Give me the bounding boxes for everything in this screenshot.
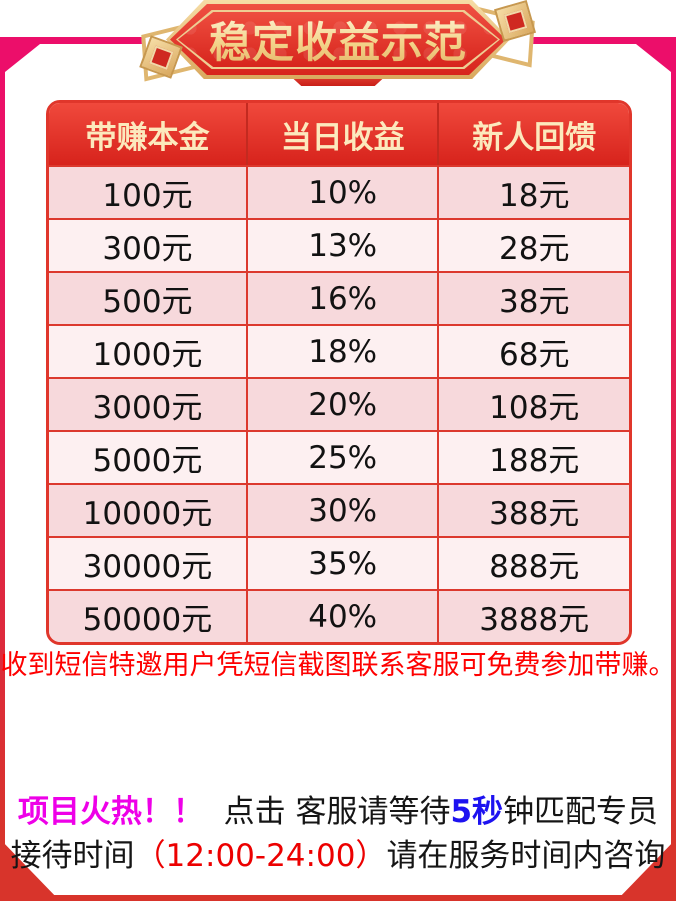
column-header: 当日收益	[245, 103, 438, 165]
footer-segment-blue: 5秒	[450, 794, 504, 830]
table-row: 5000元 25% 188元	[49, 430, 629, 483]
table-cell: 18元	[437, 165, 629, 218]
table-row: 3000元 20% 108元	[49, 377, 629, 430]
frame-corner-top-right	[636, 44, 676, 76]
table-cell: 300元	[49, 218, 246, 271]
footer-segment-black: 请在服务时间内咨询	[386, 838, 666, 874]
banner: 稳定收益示范	[139, 0, 537, 96]
footer-line-2: 接待时间（12:00-24:00）请在服务时间内咨询	[0, 834, 676, 878]
table-cell: 40%	[245, 589, 438, 642]
notice-text: 收到短信特邀用户凭短信截图联系客服可免费参加带赚。	[0, 650, 676, 681]
banner-plaque: 稳定收益示范	[166, 0, 510, 79]
table-cell: 28元	[437, 218, 629, 271]
footer: 项目火热！！ 点击 客服请等待5秒钟匹配专员 接待时间（12:00-24:00）…	[0, 790, 676, 878]
table-row: 300元 13% 28元	[49, 218, 629, 271]
table-cell: 10000元	[49, 483, 246, 536]
table-header-row: 带赚本金 当日收益 新人回馈	[49, 103, 629, 165]
table-cell: 3000元	[49, 377, 246, 430]
table-row: 30000元 35% 888元	[49, 536, 629, 589]
table-row: 500元 16% 38元	[49, 271, 629, 324]
footer-segment-black: 接待时间	[10, 838, 135, 874]
frame-bottom-band	[0, 895, 676, 901]
table-cell: 30%	[245, 483, 438, 536]
table-cell: 5000元	[49, 430, 246, 483]
table-cell: 388元	[437, 483, 629, 536]
income-table-wrap: 带赚本金 当日收益 新人回馈 100元 10% 18元 300元 13% 28元 500元 16%…	[46, 100, 632, 645]
income-table: 带赚本金 当日收益 新人回馈 100元 10% 18元 300元 13% 28元 500元 16%…	[46, 100, 632, 645]
seal-core-icon	[503, 9, 527, 33]
table-row: 10000元 30% 388元	[49, 483, 629, 536]
table-cell: 68元	[437, 324, 629, 377]
footer-segment-red: （12:00-24:00）	[134, 838, 387, 874]
footer-segment-black: 点击 客服请等待	[203, 794, 451, 830]
seal-core-icon	[148, 44, 174, 70]
table-cell: 13%	[245, 218, 438, 271]
table-cell: 35%	[245, 536, 438, 589]
banner-title: 稳定收益示范	[166, 0, 510, 79]
column-header: 新人回馈	[437, 103, 629, 165]
frame-left-edge	[0, 70, 5, 845]
table-cell: 20%	[245, 377, 438, 430]
table-cell: 38元	[437, 271, 629, 324]
footer-line-1: 项目火热！！ 点击 客服请等待5秒钟匹配专员	[0, 790, 676, 834]
frame-right-edge	[671, 70, 676, 845]
table-cell: 50000元	[49, 589, 246, 642]
footer-segment-black: 钟匹配专员	[503, 794, 659, 830]
table-cell: 1000元	[49, 324, 246, 377]
frame-corner-top-left	[0, 44, 40, 76]
table-cell: 100元	[49, 165, 246, 218]
footer-segment-magenta: 项目火热！！	[17, 794, 204, 830]
plaque-red-center	[178, 12, 498, 67]
table-cell: 16%	[245, 271, 438, 324]
table-cell: 3888元	[437, 589, 629, 642]
table-cell: 25%	[245, 430, 438, 483]
table-cell: 10%	[245, 165, 438, 218]
table-cell: 888元	[437, 536, 629, 589]
table-row: 1000元 18% 68元	[49, 324, 629, 377]
table-row: 100元 10% 18元	[49, 165, 629, 218]
table-cell: 18%	[245, 324, 438, 377]
table-cell: 188元	[437, 430, 629, 483]
table-cell: 30000元	[49, 536, 246, 589]
table-cell: 500元	[49, 271, 246, 324]
table-cell: 108元	[437, 377, 629, 430]
table-row: 50000元 40% 3888元	[49, 589, 629, 642]
column-header: 带赚本金	[49, 103, 246, 165]
